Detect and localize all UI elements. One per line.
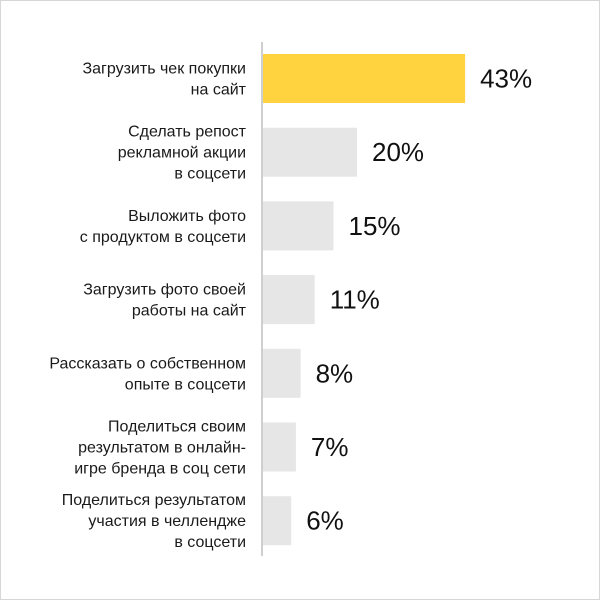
category-label-line: на сайт (191, 82, 247, 99)
value-label-4: 11% (330, 285, 380, 315)
bar-1 (263, 54, 466, 103)
category-label-line: работы на сайт (132, 303, 247, 320)
category-label-line: Поделиться результатом (62, 492, 246, 509)
category-label-line: результатом в онлайн- (78, 440, 246, 457)
category-label-line: Сделать репост (128, 124, 247, 141)
category-label-line: игре бренда в соц сети (74, 461, 246, 478)
category-label-4: Загрузить фото своей работы на сайт (83, 282, 246, 320)
category-label-line: Загрузить фото своей (83, 282, 246, 299)
value-label-3: 15% (349, 211, 401, 241)
value-label-6: 7% (311, 432, 349, 462)
value-labels-group: 43% 20% 15% 11% 8% 7% 6% (306, 64, 532, 536)
category-label-line: участия в челлендже (88, 513, 246, 530)
bar-6 (263, 422, 296, 472)
bars-group (263, 54, 466, 546)
value-label-7: 6% (306, 506, 344, 536)
category-label-3: Выложить фото с продуктом в соцсети (80, 208, 246, 246)
bar-7 (263, 496, 292, 546)
category-label-5: Рассказать о собственном опыте в соцсети (49, 355, 246, 393)
category-label-6: Поделиться своим результатом в онлайн-игр… (74, 419, 246, 478)
category-label-line: Загрузить чек покупки (82, 61, 246, 78)
bar-2 (263, 127, 357, 177)
category-label-line: с продуктом в соцсети (80, 229, 246, 246)
category-label-7: Поделиться результатом участия в челлендж… (62, 492, 246, 551)
category-label-line: Выложить фото (128, 208, 246, 225)
value-label-5: 8% (316, 358, 354, 388)
bar-4 (263, 275, 315, 325)
category-label-line: в соцсети (174, 534, 246, 551)
category-label-line: Поделиться своим (108, 419, 246, 436)
value-label-2: 20% (372, 137, 424, 167)
category-label-1: Загрузить чек покупки на сайт (82, 61, 246, 99)
category-label-line: опыте в соцсети (125, 376, 246, 393)
category-label-2: Сделать репост рекламной акции в соцсети (118, 124, 247, 183)
category-labels-group: Загрузить чек покупки на сайт Сделать репо… (49, 61, 246, 552)
category-label-line: в соцсети (174, 166, 246, 183)
bar-5 (263, 348, 301, 398)
category-label-line: Рассказать о собственном (49, 355, 246, 372)
category-label-line: рекламной акции (118, 145, 246, 162)
value-label-1: 43% (480, 64, 532, 94)
bar-3 (263, 201, 334, 251)
